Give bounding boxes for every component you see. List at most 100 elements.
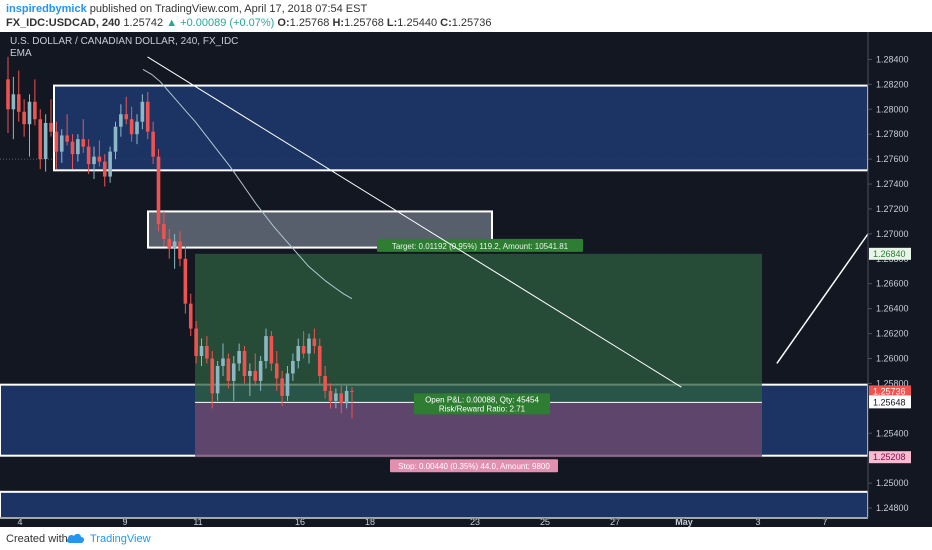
pnl-label-bg — [414, 393, 550, 415]
time-axis[interactable]: 4 9 11 16 18 23 25 27 May 3 7 — [0, 517, 868, 527]
price-tick-label: 1.26200 — [876, 329, 909, 339]
bottom-zone — [0, 490, 869, 520]
time-tick-label: 9 — [122, 517, 127, 527]
time-tick-label: 11 — [193, 517, 202, 527]
time-tick-label: May — [675, 517, 693, 527]
rr-label: Risk/Reward Ratio: 2.71 — [439, 404, 526, 413]
upper-supply-zone — [53, 84, 869, 172]
close-label: C: — [440, 17, 452, 29]
candle-body — [43, 122, 48, 160]
target-label-bg — [377, 238, 583, 252]
pnl-label: Open P&L: 0.00088, Qty: 45454 — [425, 395, 539, 404]
ema-series — [142, 68, 353, 300]
close-value: 1.25736 — [451, 17, 492, 29]
price-tick-label: 1.25800 — [876, 378, 909, 388]
high-value: 1.25768 — [344, 17, 384, 29]
price-tick-label: 1.27800 — [876, 129, 909, 139]
price-label-bg — [869, 451, 911, 464]
candle-body — [178, 241, 182, 259]
candle-body — [226, 358, 231, 381]
candle-body — [145, 101, 150, 132]
candle-body — [328, 390, 333, 401]
candle-body — [210, 358, 215, 394]
candle-body — [65, 135, 69, 142]
price-chart[interactable]: Target: 0.01192 (0.95%) 119.2, Amount: 1… — [0, 32, 932, 527]
symbol-name: FX_IDC:USDCAD, 240 — [6, 17, 121, 29]
candle-body — [151, 131, 155, 157]
price-axis-background — [868, 32, 932, 527]
candle-body — [113, 126, 118, 152]
candle-body — [102, 161, 107, 177]
open-value: 1.25768 — [289, 17, 330, 29]
tradingview-brand[interactable]: TradingView — [90, 533, 151, 545]
price-tick-label: 1.25400 — [876, 428, 909, 438]
candle-body — [124, 114, 129, 120]
target-label: Target: 0.01192 (0.95%) 119.2, Amount: 1… — [392, 242, 569, 251]
candle-body — [242, 351, 247, 376]
time-tick-label: 25 — [540, 517, 550, 527]
candle-body — [269, 336, 274, 364]
price-tick-label: 1.24800 — [876, 503, 909, 513]
candle-body — [70, 141, 75, 155]
candle-body — [11, 94, 16, 110]
candle-body — [274, 363, 279, 379]
candle-body — [221, 358, 225, 366]
publish-info: inspiredbymick published on TradingView.… — [6, 3, 367, 15]
price-tick-label: 1.28200 — [876, 79, 909, 89]
created-with-text: Created with — [6, 533, 68, 545]
candle-body — [296, 346, 301, 361]
candle-body — [6, 79, 10, 110]
low-value: 1.25440 — [397, 17, 438, 29]
candle-body — [38, 119, 43, 160]
chart-header: inspiredbymick published on TradingView.… — [0, 0, 932, 32]
tradingview-cloud-icon — [66, 533, 85, 543]
candle-body — [16, 94, 21, 112]
long-position-tool[interactable]: Target: 0.01192 (0.95%) 119.2, Amount: 1… — [195, 238, 762, 473]
candle-body — [86, 146, 91, 165]
price-tick-label: 1.27400 — [876, 179, 909, 189]
candle-body — [344, 390, 349, 404]
stop-label-bg — [390, 459, 558, 473]
projection-line — [776, 233, 869, 364]
candle-body — [97, 156, 102, 162]
time-tick-label: 4 — [17, 517, 22, 527]
price-tick-label: 1.28000 — [876, 104, 909, 114]
candle-body — [54, 131, 59, 152]
candle-body — [167, 238, 172, 249]
trendlines[interactable] — [147, 56, 869, 388]
candle-body — [129, 119, 134, 135]
price-label-bg — [869, 396, 911, 409]
price-tick-label: 1.28400 — [876, 54, 909, 64]
last-price: 1.25742 — [123, 17, 164, 29]
candle-body — [307, 338, 311, 354]
candle-body — [119, 114, 123, 127]
candle-body — [22, 111, 26, 125]
up-arrow-icon: ▲ — [166, 17, 178, 29]
symbol-info: FX_IDC:USDCAD, 240 1.25742 ▲ +0.00089 (+… — [6, 17, 492, 29]
candle-body — [199, 346, 204, 356]
candle-body — [59, 135, 64, 152]
descending-trendline — [147, 56, 682, 388]
time-tick-label: 23 — [470, 517, 480, 527]
price-label-bg — [869, 385, 911, 398]
candle-body — [92, 156, 96, 165]
chart-title: U.S. DOLLAR / CANADIAN DOLLAR, 240, FX_I… — [10, 36, 238, 47]
candle-body — [135, 121, 139, 135]
time-tick-label: 18 — [365, 517, 375, 527]
candle-body — [237, 351, 241, 364]
target-area — [195, 253, 762, 403]
candle-body — [172, 241, 177, 249]
candle-body — [334, 393, 338, 401]
candle-body — [280, 378, 284, 396]
price-label: 1.25208 — [873, 452, 906, 462]
price-label: 1.25736 — [873, 386, 906, 396]
candle-body — [317, 346, 322, 376]
author-link[interactable]: inspiredbymick — [6, 3, 87, 15]
price-change: +0.00089 (+0.07%) — [180, 17, 275, 29]
price-axis[interactable]: 1.28400 1.28200 1.28000 1.27800 1.27600 1.274… — [867, 32, 932, 527]
candle-body — [248, 370, 252, 376]
candle-body — [291, 360, 295, 374]
candle-body — [162, 223, 166, 239]
price-tick-label: 1.27000 — [876, 229, 909, 239]
candle-body — [253, 370, 258, 381]
